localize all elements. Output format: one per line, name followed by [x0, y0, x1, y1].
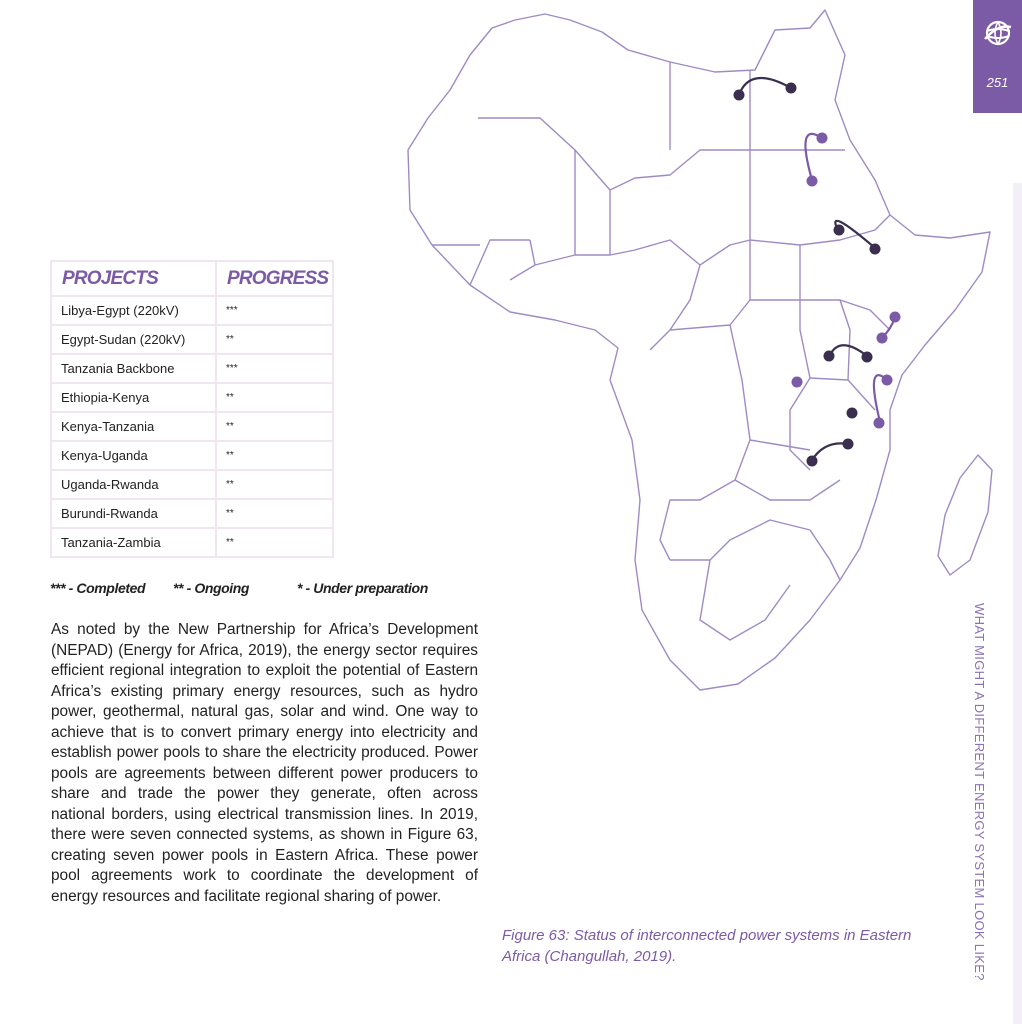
node-dot — [842, 438, 854, 450]
progress-cell: ** — [215, 324, 334, 355]
project-cell: Burundi-Rwanda — [50, 498, 217, 529]
table-row: Tanzania-Zambia ** — [50, 527, 334, 558]
node-dot — [833, 224, 845, 236]
progress-cell: ** — [215, 440, 334, 471]
legend-ongoing: ** - Ongoing — [173, 580, 250, 596]
table-row: Libya-Egypt (220kV) *** — [50, 295, 334, 326]
node-dot — [816, 132, 828, 144]
project-cell: Egypt-Sudan (220kV) — [50, 324, 217, 355]
node-dot — [785, 82, 797, 94]
progress-cell: ** — [215, 527, 334, 558]
node-dot — [873, 417, 885, 429]
africa-map — [407, 9, 993, 691]
progress-cell: ** — [215, 469, 334, 500]
progress-cell: ** — [215, 498, 334, 529]
body-paragraph: As noted by the New Partnership for Afri… — [51, 621, 478, 905]
node-dot — [861, 351, 873, 363]
header-progress: PROGRESS — [215, 260, 334, 297]
madagascar-outline — [937, 454, 993, 576]
node-dot — [889, 311, 901, 323]
border-lines — [432, 62, 891, 641]
africa-coastline — [407, 9, 991, 691]
project-cell: Libya-Egypt (220kV) — [50, 295, 217, 326]
progress-cell: ** — [215, 382, 334, 413]
node-dot — [846, 407, 858, 419]
node-dot — [869, 243, 881, 255]
progress-cell: ** — [215, 411, 334, 442]
node-dot — [876, 332, 888, 344]
legend-preparation: * - Under preparation — [297, 580, 428, 596]
globe-icon — [984, 20, 1012, 46]
node-dot — [806, 455, 818, 467]
table-row: Kenya-Tanzania ** — [50, 411, 334, 442]
progress-cell: *** — [215, 353, 334, 384]
project-cell: Tanzania Backbone — [50, 353, 217, 384]
table-row: Ethiopia-Kenya ** — [50, 382, 334, 413]
node-dot — [791, 376, 803, 388]
table-row: Kenya-Uganda ** — [50, 440, 334, 471]
table-header-row: PROJECTS PROGRESS — [50, 260, 334, 297]
side-strip — [1013, 183, 1022, 1024]
node-dot — [881, 374, 893, 386]
page-tab: 251 — [973, 0, 1022, 113]
progress-cell: *** — [215, 295, 334, 326]
table-row: Uganda-Rwanda ** — [50, 469, 334, 500]
figure-caption: Figure 63: Status of interconnected powe… — [502, 927, 912, 965]
node-dot — [733, 89, 745, 101]
project-cell: Kenya-Tanzania — [50, 411, 217, 442]
project-cell: Tanzania-Zambia — [50, 527, 217, 558]
table-row: Tanzania Backbone *** — [50, 353, 334, 384]
project-cell: Uganda-Rwanda — [50, 469, 217, 500]
node-dot — [806, 175, 818, 187]
project-cell: Kenya-Uganda — [50, 440, 217, 471]
header-projects: PROJECTS — [50, 260, 217, 297]
projects-table: PROJECTS PROGRESS Libya-Egypt (220kV) ***… — [50, 260, 334, 558]
project-cell: Ethiopia-Kenya — [50, 382, 217, 413]
legend-completed: *** - Completed — [50, 580, 146, 596]
table-row: Burundi-Rwanda ** — [50, 498, 334, 529]
page-number: 251 — [986, 75, 1009, 90]
node-dot — [823, 350, 835, 362]
table-row: Egypt-Sudan (220kV) ** — [50, 324, 334, 355]
